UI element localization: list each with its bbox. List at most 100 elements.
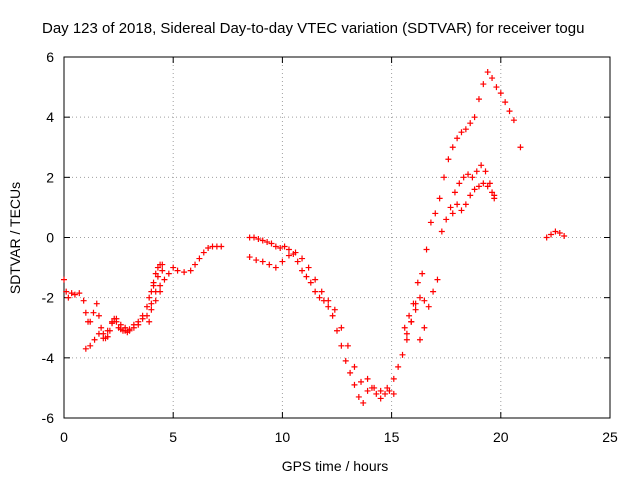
data-point bbox=[443, 216, 450, 223]
data-point bbox=[143, 312, 150, 319]
data-point bbox=[87, 318, 94, 325]
data-point bbox=[143, 303, 150, 310]
data-point bbox=[279, 258, 286, 265]
y-tick-label: -6 bbox=[42, 410, 55, 426]
data-point bbox=[150, 282, 157, 289]
data-point bbox=[493, 84, 500, 91]
data-point bbox=[390, 390, 397, 397]
data-point bbox=[342, 357, 349, 364]
data-point bbox=[95, 312, 102, 319]
grid bbox=[64, 57, 610, 418]
data-point bbox=[152, 297, 159, 304]
series-track-b bbox=[82, 243, 225, 352]
x-tick-label: 20 bbox=[493, 429, 509, 445]
data-point bbox=[358, 378, 365, 385]
data-point bbox=[423, 246, 430, 253]
data-point bbox=[246, 254, 253, 261]
data-point bbox=[510, 117, 517, 124]
data-point bbox=[146, 294, 153, 301]
data-point bbox=[475, 183, 482, 190]
data-point bbox=[338, 324, 345, 331]
y-tick-label: 6 bbox=[46, 49, 54, 65]
data-point bbox=[200, 249, 207, 256]
data-point bbox=[399, 351, 406, 358]
data-point bbox=[416, 294, 423, 301]
data-point bbox=[253, 257, 260, 264]
data-point bbox=[117, 321, 124, 328]
data-point bbox=[154, 273, 161, 280]
data-point bbox=[109, 318, 116, 325]
data-point bbox=[561, 232, 568, 239]
data-point bbox=[416, 336, 423, 343]
data-point bbox=[482, 168, 489, 175]
data-point bbox=[154, 264, 161, 271]
data-point bbox=[65, 294, 72, 301]
series-track-h bbox=[449, 180, 498, 217]
data-point bbox=[205, 245, 212, 252]
y-tick-label: 4 bbox=[46, 109, 54, 125]
data-point bbox=[449, 210, 456, 217]
data-point bbox=[82, 345, 89, 352]
data-point bbox=[408, 318, 415, 325]
data-point bbox=[456, 180, 463, 187]
data-point bbox=[100, 335, 107, 342]
data-point bbox=[90, 309, 97, 316]
data-point bbox=[427, 219, 434, 226]
plot-frame bbox=[63, 56, 611, 419]
data-point bbox=[475, 96, 482, 103]
data-point bbox=[384, 384, 391, 391]
series-track-e bbox=[246, 249, 397, 397]
data-point bbox=[458, 207, 465, 214]
data-point bbox=[447, 204, 454, 211]
data-point bbox=[454, 135, 461, 142]
x-tick-label: 15 bbox=[384, 429, 400, 445]
data-point bbox=[347, 369, 354, 376]
x-tick-label: 5 bbox=[169, 429, 177, 445]
data-point bbox=[425, 303, 432, 310]
data-point bbox=[460, 174, 467, 181]
data-point bbox=[316, 294, 323, 301]
data-point bbox=[548, 231, 555, 238]
data-point bbox=[264, 239, 271, 246]
data-point bbox=[76, 290, 83, 297]
data-point bbox=[192, 261, 199, 268]
data-point bbox=[421, 324, 428, 331]
axis-ticks: 0 5 10 15 20 25 -6 -4 -2 0 2 4 6 bbox=[42, 49, 618, 445]
data-point bbox=[95, 330, 102, 337]
data-point bbox=[161, 276, 168, 283]
data-point bbox=[556, 229, 563, 236]
data-point bbox=[484, 69, 491, 76]
data-point bbox=[87, 342, 94, 349]
data-point bbox=[486, 180, 493, 187]
data-point bbox=[93, 300, 100, 307]
series-layer bbox=[61, 69, 568, 406]
data-point bbox=[414, 279, 421, 286]
series-track-f bbox=[401, 69, 517, 331]
data-point bbox=[170, 264, 177, 271]
data-point bbox=[82, 309, 89, 316]
data-point bbox=[126, 327, 133, 334]
data-point bbox=[113, 315, 120, 322]
y-tick-label: 2 bbox=[46, 169, 54, 185]
data-point bbox=[305, 264, 312, 271]
data-point bbox=[148, 306, 155, 313]
data-point bbox=[552, 228, 559, 235]
data-point bbox=[364, 375, 371, 382]
series-track-d bbox=[246, 234, 428, 406]
data-point bbox=[174, 267, 181, 274]
data-point bbox=[159, 261, 166, 268]
data-point bbox=[318, 288, 325, 295]
data-point bbox=[467, 120, 474, 127]
data-point bbox=[502, 99, 509, 106]
data-point bbox=[491, 195, 498, 202]
data-point bbox=[152, 288, 159, 295]
data-point bbox=[478, 162, 485, 169]
data-point bbox=[61, 276, 67, 283]
data-point bbox=[159, 267, 166, 274]
data-point bbox=[438, 228, 445, 235]
data-point bbox=[355, 393, 362, 400]
data-point bbox=[325, 297, 332, 304]
x-tick-label: 25 bbox=[602, 429, 618, 445]
data-point bbox=[104, 327, 111, 334]
